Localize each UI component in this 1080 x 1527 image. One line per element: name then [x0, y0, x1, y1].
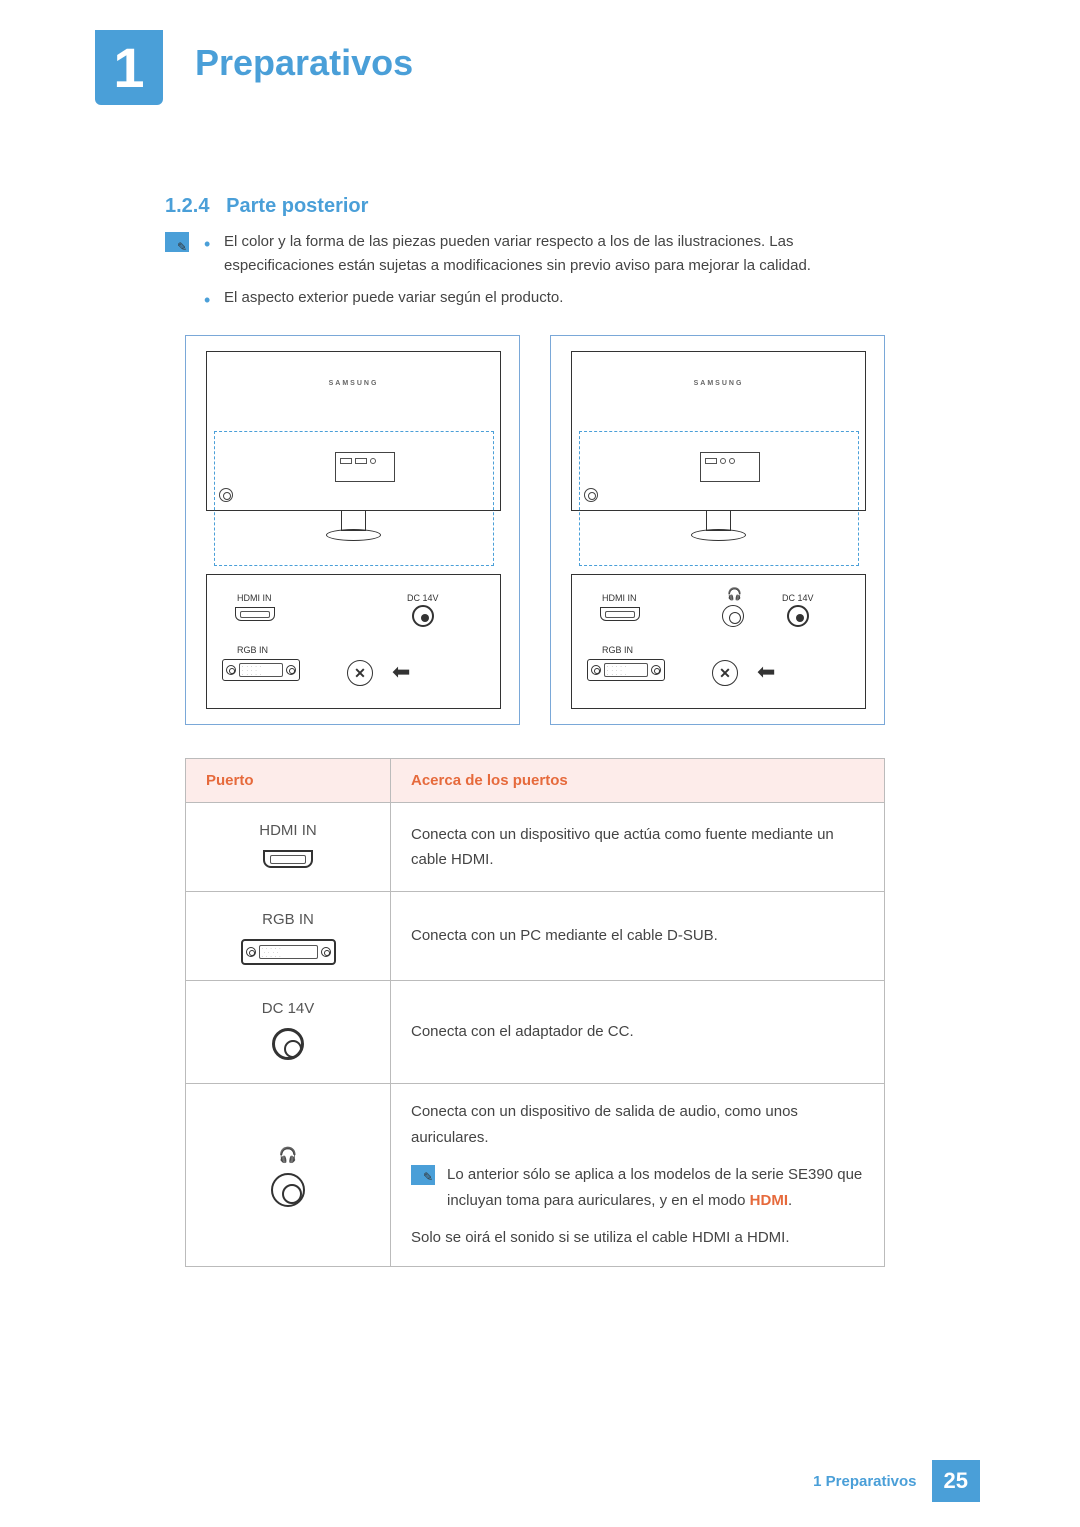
port-desc: Conecta con un dispositivo que actúa com…	[391, 803, 885, 892]
table-row: 🎧 Conecta con un dispositivo de salida d…	[186, 1084, 885, 1267]
audio-jack-icon	[722, 605, 744, 627]
footer-page-number: 25	[932, 1460, 980, 1502]
diagrams-row: SAMSUNG HDMI IN DC 14V RGB IN ✕ ⬅	[185, 335, 885, 725]
note-block: El color y la forma de las piezas pueden…	[165, 230, 905, 318]
chapter-tab: 1	[95, 30, 163, 105]
port-cell-rgb: RGB IN	[186, 892, 391, 981]
port-desc: Conecta con un PC mediante el cable D-SU…	[391, 892, 885, 981]
inline-note: Lo anterior sólo se aplica a los modelos…	[411, 1162, 864, 1213]
vga-port-icon	[587, 659, 665, 681]
chapter-title: Preparativos	[195, 42, 413, 84]
diagram-monitor-rear-audio: SAMSUNG HDMI IN 🎧 DC 14V RGB IN ✕ ⬅	[550, 335, 885, 725]
section-heading: 1.2.4 Parte posterior	[165, 195, 368, 218]
headphone-icon: 🎧	[279, 1143, 298, 1169]
vga-port-icon	[222, 659, 300, 681]
rgb-label: RGB IN	[237, 645, 268, 655]
audio-desc: Conecta con un dispositivo de salida de …	[411, 1099, 864, 1150]
diagram-monitor-rear-basic: SAMSUNG HDMI IN DC 14V RGB IN ✕ ⬅	[185, 335, 520, 725]
rgb-label: RGB IN	[602, 645, 633, 655]
port-label: DC 14V	[206, 996, 370, 1022]
port-desc-audio: Conecta con un dispositivo de salida de …	[391, 1084, 885, 1267]
note-icon	[411, 1165, 435, 1185]
note-item: El aspecto exterior puede variar según e…	[204, 286, 905, 310]
table-header-desc: Acerca de los puertos	[391, 759, 885, 803]
table-row: HDMI IN Conecta con un dispositivo que a…	[186, 803, 885, 892]
hdmi-label: HDMI IN	[237, 593, 272, 603]
callout-dash	[214, 431, 494, 566]
table-row: RGB IN Conecta con un PC mediante el cab…	[186, 892, 885, 981]
connector-panel: HDMI IN DC 14V RGB IN ✕ ⬅	[206, 574, 501, 709]
headphone-icon: 🎧	[727, 587, 742, 601]
dc-jack-icon	[272, 1028, 304, 1060]
note-list: El color y la forma de las piezas pueden…	[204, 230, 905, 318]
dc-jack-icon	[412, 605, 434, 627]
dc-jack-icon	[787, 605, 809, 627]
section-title: Parte posterior	[226, 195, 368, 217]
vga-port-icon	[241, 939, 336, 965]
footer-text: 1 Preparativos	[813, 1473, 931, 1490]
brand-label: SAMSUNG	[694, 380, 744, 387]
port-cell-dc: DC 14V	[186, 981, 391, 1084]
section-number: 1.2.4	[165, 195, 209, 217]
port-cell-hdmi: HDMI IN	[186, 803, 391, 892]
dc-label: DC 14V	[407, 593, 439, 603]
table-header-port: Puerto	[186, 759, 391, 803]
audio-note-text: Lo anterior sólo se aplica a los modelos…	[447, 1162, 864, 1213]
dc-label: DC 14V	[782, 593, 814, 603]
arrow-left-icon: ⬅	[757, 659, 775, 685]
table-row: DC 14V Conecta con el adaptador de CC.	[186, 981, 885, 1084]
hdmi-port-icon	[235, 607, 275, 621]
hdmi-port-icon	[600, 607, 640, 621]
hdmi-strong: HDMI	[750, 1192, 788, 1209]
callout-dash	[579, 431, 859, 566]
audio-extra: Solo se oirá el sonido si se utiliza el …	[411, 1225, 864, 1251]
lock-icon: ✕	[347, 660, 373, 686]
audio-jack-icon	[271, 1173, 305, 1207]
port-cell-audio: 🎧	[186, 1084, 391, 1267]
port-label: HDMI IN	[206, 818, 370, 844]
port-desc: Conecta con el adaptador de CC.	[391, 981, 885, 1084]
ports-table: Puerto Acerca de los puertos HDMI IN Con…	[185, 758, 885, 1267]
note-icon	[165, 232, 189, 252]
hdmi-label: HDMI IN	[602, 593, 637, 603]
connector-panel: HDMI IN 🎧 DC 14V RGB IN ✕ ⬅	[571, 574, 866, 709]
hdmi-port-icon	[263, 850, 313, 868]
chapter-number: 1	[113, 35, 144, 100]
page-footer: 1 Preparativos 25	[813, 1460, 980, 1502]
note-item: El color y la forma de las piezas pueden…	[204, 230, 905, 278]
port-label: RGB IN	[206, 907, 370, 933]
brand-label: SAMSUNG	[329, 380, 379, 387]
lock-icon: ✕	[712, 660, 738, 686]
arrow-left-icon: ⬅	[392, 659, 410, 685]
